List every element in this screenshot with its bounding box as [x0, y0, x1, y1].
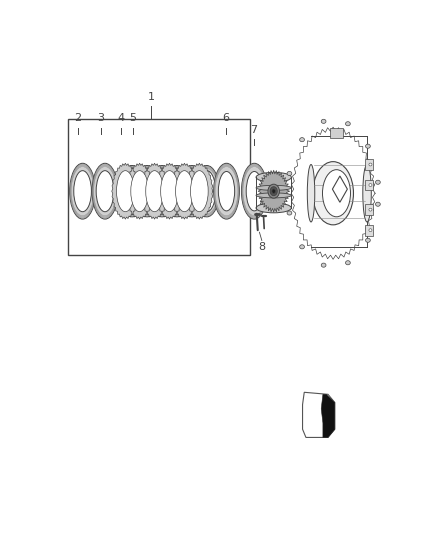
Polygon shape: [303, 392, 335, 438]
Ellipse shape: [246, 172, 262, 211]
Ellipse shape: [287, 172, 292, 175]
Text: 1: 1: [148, 92, 155, 102]
Bar: [68, 119, 250, 255]
Ellipse shape: [138, 171, 156, 212]
Ellipse shape: [168, 171, 186, 212]
Ellipse shape: [346, 122, 350, 126]
Ellipse shape: [300, 138, 304, 142]
Ellipse shape: [256, 193, 291, 198]
Ellipse shape: [164, 166, 190, 217]
Polygon shape: [186, 163, 213, 219]
Polygon shape: [321, 394, 335, 438]
Ellipse shape: [131, 171, 148, 212]
Text: 5: 5: [129, 114, 136, 124]
Text: 6: 6: [223, 114, 230, 124]
Ellipse shape: [366, 144, 370, 148]
Ellipse shape: [191, 171, 208, 212]
Ellipse shape: [92, 163, 118, 219]
Ellipse shape: [369, 163, 372, 166]
Ellipse shape: [146, 171, 163, 212]
Polygon shape: [112, 163, 139, 219]
Ellipse shape: [307, 165, 315, 222]
Ellipse shape: [149, 166, 174, 217]
Ellipse shape: [287, 211, 292, 215]
Bar: [365, 225, 373, 236]
Ellipse shape: [375, 202, 380, 206]
Polygon shape: [171, 163, 198, 219]
Polygon shape: [332, 176, 347, 202]
Ellipse shape: [300, 245, 304, 249]
Ellipse shape: [268, 184, 279, 198]
Ellipse shape: [346, 261, 350, 265]
Ellipse shape: [369, 208, 372, 211]
Ellipse shape: [219, 172, 235, 211]
Text: 3: 3: [97, 114, 104, 124]
Ellipse shape: [120, 166, 145, 217]
Ellipse shape: [256, 172, 291, 182]
Ellipse shape: [214, 163, 240, 219]
Text: 8: 8: [258, 241, 266, 252]
Ellipse shape: [153, 171, 171, 212]
Ellipse shape: [270, 187, 277, 196]
Ellipse shape: [366, 238, 370, 243]
Ellipse shape: [256, 185, 291, 190]
Ellipse shape: [176, 171, 193, 212]
Bar: [365, 159, 373, 170]
Ellipse shape: [180, 166, 205, 217]
Text: 7: 7: [251, 125, 258, 134]
Text: 4: 4: [117, 114, 124, 124]
Ellipse shape: [70, 163, 95, 219]
Ellipse shape: [313, 161, 353, 225]
Ellipse shape: [161, 171, 178, 212]
Ellipse shape: [256, 203, 291, 213]
Ellipse shape: [272, 189, 276, 193]
Ellipse shape: [134, 166, 159, 217]
Ellipse shape: [117, 171, 134, 212]
Polygon shape: [141, 163, 168, 219]
Polygon shape: [126, 163, 153, 219]
Ellipse shape: [369, 183, 372, 187]
Ellipse shape: [241, 163, 267, 219]
Ellipse shape: [124, 171, 141, 212]
Bar: [365, 204, 373, 215]
Polygon shape: [156, 163, 183, 219]
Ellipse shape: [363, 165, 371, 222]
Ellipse shape: [96, 171, 114, 212]
Text: 2: 2: [74, 114, 81, 124]
Bar: [365, 180, 373, 190]
Ellipse shape: [375, 180, 380, 184]
Ellipse shape: [183, 171, 201, 212]
Ellipse shape: [194, 166, 219, 217]
Ellipse shape: [369, 229, 372, 232]
Ellipse shape: [321, 119, 326, 123]
Polygon shape: [258, 170, 289, 212]
Ellipse shape: [198, 171, 215, 212]
Ellipse shape: [74, 171, 92, 212]
Bar: [330, 127, 343, 138]
Ellipse shape: [321, 263, 326, 267]
Ellipse shape: [322, 169, 350, 217]
